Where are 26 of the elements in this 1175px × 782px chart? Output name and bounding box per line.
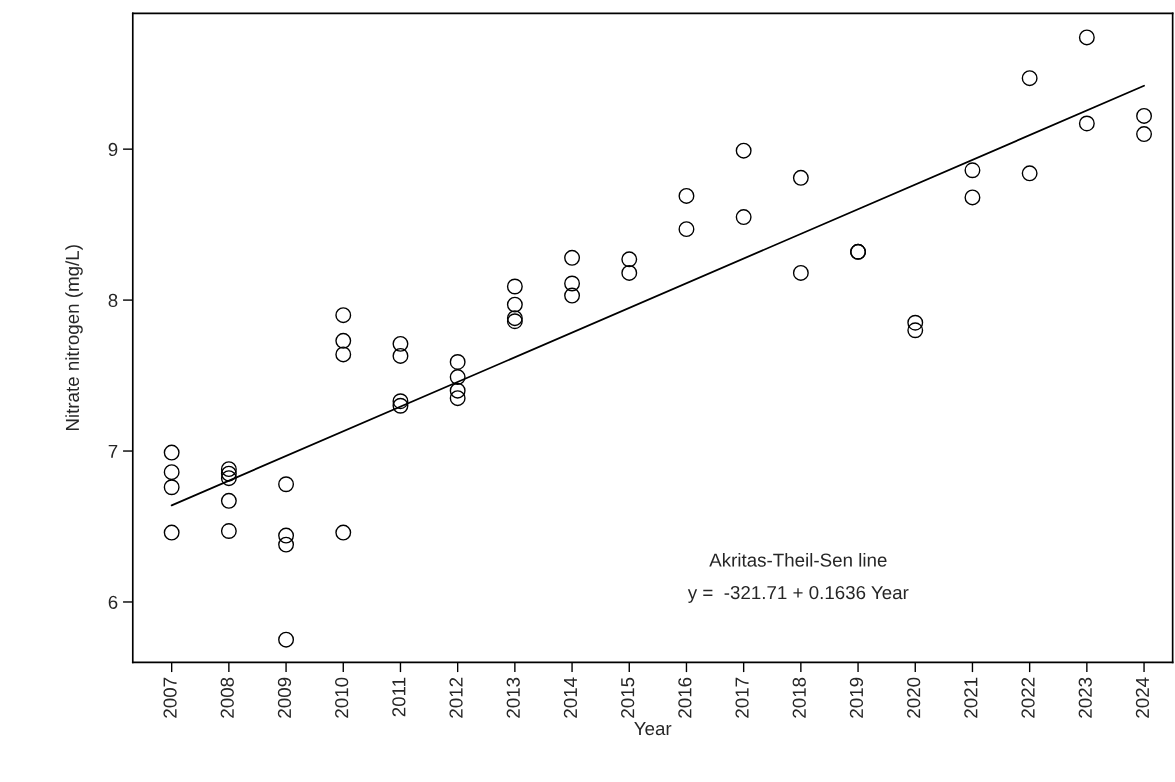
annotation: Akritas-Theil-Sen line: [709, 553, 887, 567]
x-tick-label: 2015: [621, 677, 635, 718]
x-tick-label: 2021: [964, 677, 978, 718]
x-tick-label: 2019: [849, 677, 864, 718]
y-tick-label: 6: [108, 595, 118, 609]
x-tick-label: 2012: [449, 677, 463, 718]
x-tick-label: 2018: [792, 677, 806, 718]
x-tick-label: 2024: [1135, 677, 1150, 718]
annotation: y = -321.71 + 0.1636 Year: [687, 585, 909, 603]
x-tick-label: 2020: [907, 677, 921, 718]
y-tick-label: 8: [108, 293, 118, 308]
x-tick-label: 2009: [277, 677, 292, 718]
x-tick-label: 2008: [220, 677, 234, 718]
x-tick-label: 2010: [335, 677, 349, 718]
x-tick-label: 2014: [563, 677, 578, 718]
x-tick-label: 2013: [506, 677, 520, 718]
x-tick-label: 2017: [735, 677, 749, 718]
x-axis-title: Year: [634, 722, 672, 736]
x-tick-label: 2022: [1021, 677, 1035, 718]
y-tick-label: 7: [108, 444, 118, 458]
x-tick-label: 2016: [678, 677, 692, 718]
x-tick-label: 2007: [163, 677, 177, 718]
x-tick-label: 2011: [392, 677, 406, 717]
y-axis-title: Nitrate nitrogen (mg/L): [65, 245, 83, 431]
y-tick-label: 9: [108, 142, 118, 157]
x-tick-label: 2023: [1078, 677, 1092, 718]
